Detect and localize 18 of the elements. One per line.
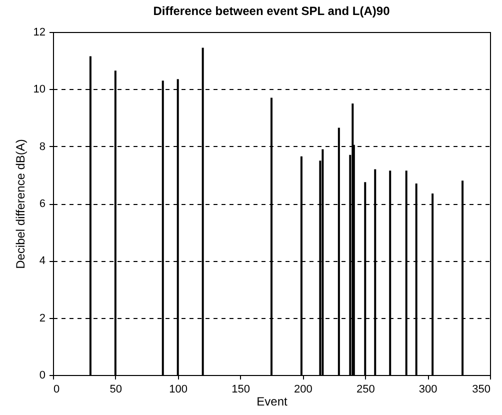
x-tick-label: 200 xyxy=(294,384,312,396)
x-axis-title: Event xyxy=(256,394,288,408)
chart-title: Difference between event SPL and L(A)90 xyxy=(153,4,390,18)
x-tick-label: 100 xyxy=(169,384,188,396)
x-tick-label: 350 xyxy=(472,384,490,396)
y-tick-label: 2 xyxy=(39,312,46,324)
x-tick-label: 300 xyxy=(418,384,438,396)
x-tick-label: 50 xyxy=(110,384,122,396)
y-tick-label: 12 xyxy=(33,26,46,38)
y-tick-label: 4 xyxy=(39,255,46,268)
y-axis-title: Decibel difference dB(A) xyxy=(13,139,28,269)
x-tick-label: 0 xyxy=(54,384,60,396)
x-tick-label: 150 xyxy=(232,384,250,396)
y-tick-label: 0 xyxy=(39,370,46,382)
x-tick-label: 250 xyxy=(356,384,375,396)
y-tick-label: 8 xyxy=(39,140,46,153)
y-tick-label: 10 xyxy=(33,84,46,96)
y-tick-label: 6 xyxy=(39,198,46,210)
